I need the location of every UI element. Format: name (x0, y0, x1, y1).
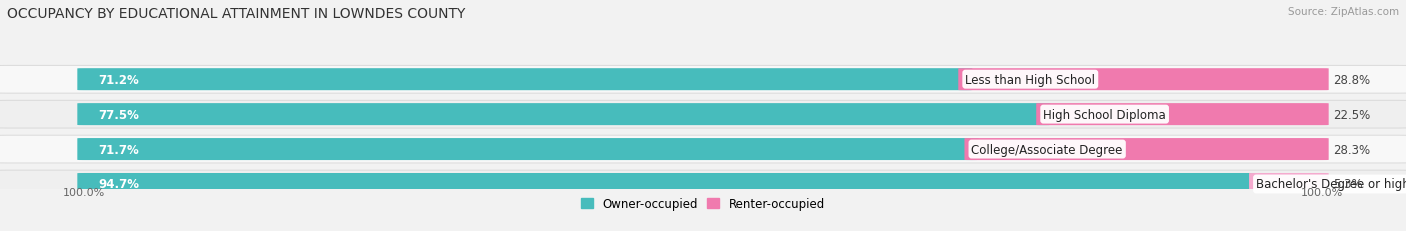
FancyBboxPatch shape (77, 69, 973, 91)
Text: 94.7%: 94.7% (98, 178, 139, 191)
Text: College/Associate Degree: College/Associate Degree (972, 143, 1123, 156)
Text: 5.3%: 5.3% (1333, 178, 1362, 191)
FancyBboxPatch shape (0, 101, 1406, 128)
FancyBboxPatch shape (0, 170, 1406, 198)
Text: 100.0%: 100.0% (63, 187, 105, 197)
Text: OCCUPANCY BY EDUCATIONAL ATTAINMENT IN LOWNDES COUNTY: OCCUPANCY BY EDUCATIONAL ATTAINMENT IN L… (7, 7, 465, 21)
Text: 28.3%: 28.3% (1333, 143, 1369, 156)
FancyBboxPatch shape (1249, 173, 1329, 195)
FancyBboxPatch shape (77, 138, 979, 160)
Text: 77.5%: 77.5% (98, 108, 139, 121)
FancyBboxPatch shape (0, 136, 1406, 163)
FancyBboxPatch shape (959, 69, 1329, 91)
Text: 100.0%: 100.0% (1301, 187, 1343, 197)
FancyBboxPatch shape (0, 66, 1406, 94)
Text: 22.5%: 22.5% (1333, 108, 1369, 121)
Text: Less than High School: Less than High School (966, 73, 1095, 86)
Text: 28.8%: 28.8% (1333, 73, 1369, 86)
Text: Source: ZipAtlas.com: Source: ZipAtlas.com (1288, 7, 1399, 17)
FancyBboxPatch shape (77, 173, 1263, 195)
Text: Bachelor's Degree or higher: Bachelor's Degree or higher (1256, 178, 1406, 191)
FancyBboxPatch shape (965, 138, 1329, 160)
FancyBboxPatch shape (77, 104, 1050, 126)
Text: 71.2%: 71.2% (98, 73, 139, 86)
Legend: Owner-occupied, Renter-occupied: Owner-occupied, Renter-occupied (581, 197, 825, 210)
Text: 71.7%: 71.7% (98, 143, 139, 156)
FancyBboxPatch shape (1036, 104, 1329, 126)
Text: High School Diploma: High School Diploma (1043, 108, 1166, 121)
